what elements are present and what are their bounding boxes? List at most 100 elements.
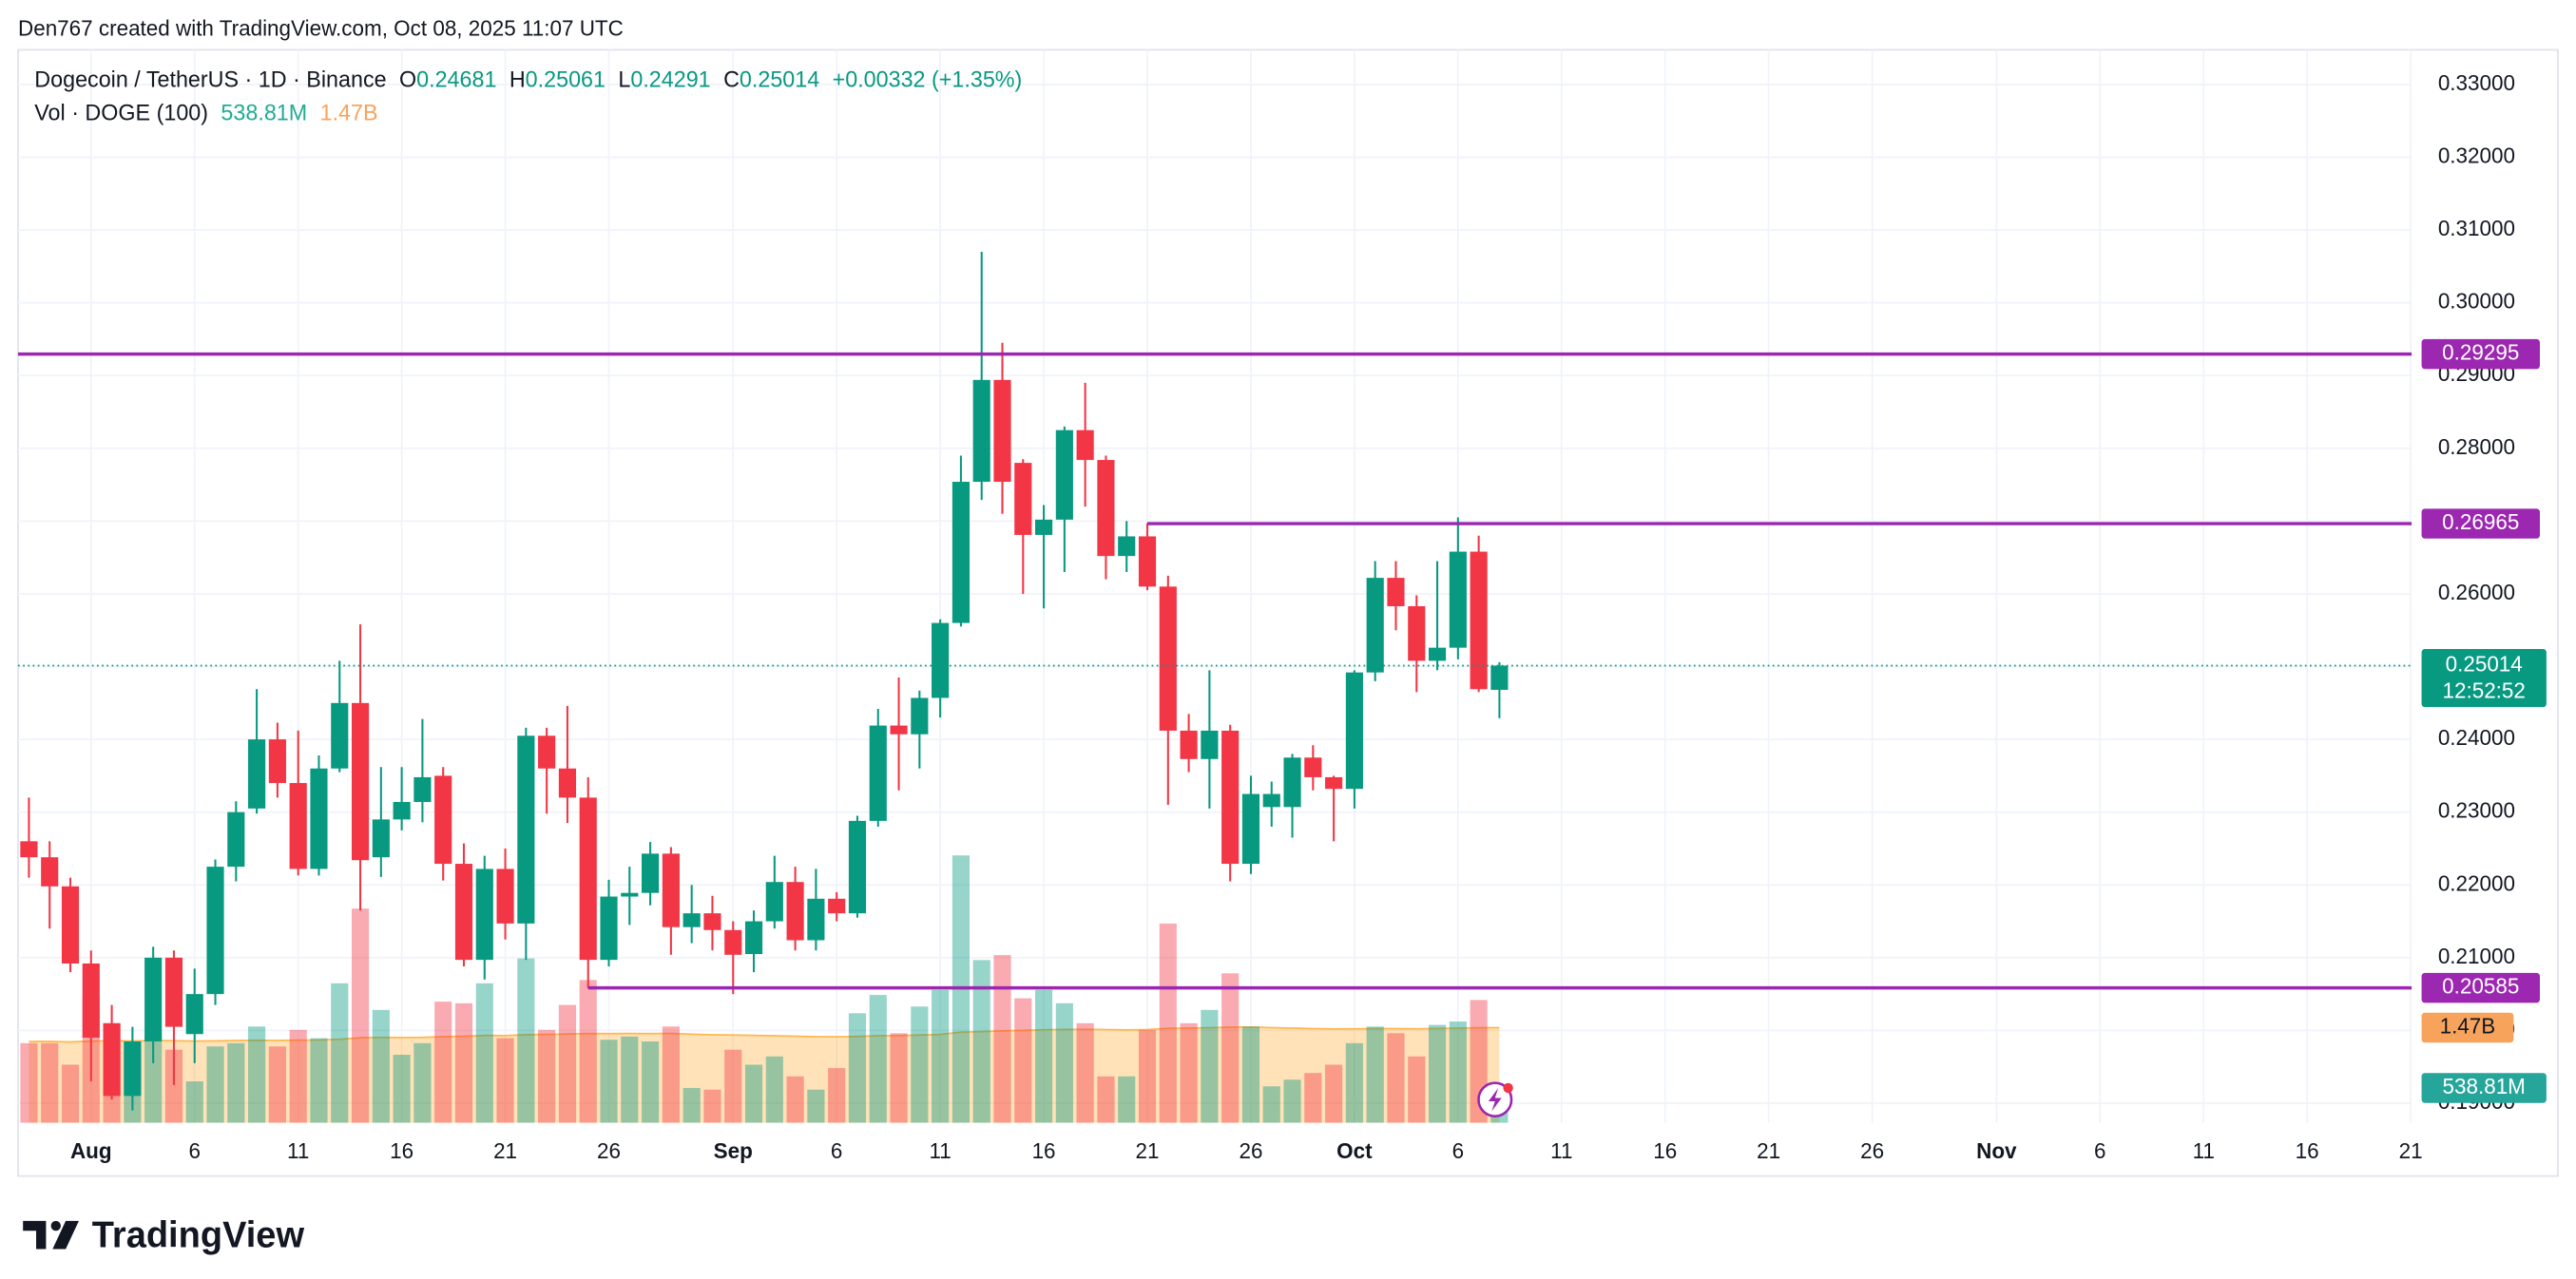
volume-bar (972, 960, 990, 1123)
candle-body (538, 735, 556, 769)
candle-body (1097, 460, 1115, 557)
volume-box (2421, 1073, 2547, 1103)
volume-ma-value: 1.47B (320, 101, 378, 125)
ohlc-letter: H (509, 67, 526, 92)
volume-bar (724, 1049, 742, 1123)
level-label: 0.26965 (2442, 510, 2519, 534)
candle-body (454, 864, 473, 961)
candle-body (972, 379, 990, 483)
volume-bar (1221, 973, 1240, 1123)
volume-bar (372, 1009, 390, 1123)
volume-bar (227, 1042, 245, 1123)
symbol: Dogecoin / TetherUS · 1D · Binance (34, 67, 386, 92)
volume-bar (310, 1038, 328, 1123)
candle-body (807, 898, 825, 941)
volume-ma-label: 1.47B (2440, 1014, 2496, 1038)
candle-body (1034, 519, 1053, 535)
volume-bar (61, 1064, 80, 1123)
candle-body (703, 913, 721, 930)
volume-bar (642, 1041, 660, 1123)
legend-main: Dogecoin / TetherUS · 1D · Binance O0.24… (34, 67, 1022, 92)
volume-bar (517, 958, 535, 1123)
candle-body (744, 921, 763, 955)
volume-bar (828, 1068, 846, 1123)
x-tick-label: 21 (1757, 1139, 1780, 1163)
candle-body (1304, 757, 1322, 777)
chart-frame (17, 48, 2559, 1177)
legend-volume: Vol · DOGE (100) 538.81M 1.47B (34, 101, 377, 125)
volume-ma-area (29, 1026, 1500, 1123)
volume-bar (351, 908, 370, 1123)
volume-bar (289, 1029, 307, 1123)
volume-bar (932, 989, 950, 1123)
candle-body (848, 820, 867, 914)
volume-bar (1366, 1026, 1384, 1123)
level-label-box (2421, 338, 2540, 370)
volume-bar (1159, 923, 1177, 1123)
volume-bar (1345, 1042, 1363, 1123)
countdown: 12:52:52 (2443, 678, 2526, 702)
x-tick-label: 16 (2296, 1139, 2319, 1163)
candle-body (185, 994, 203, 1035)
candle-body (1490, 665, 1509, 690)
volume-bar (869, 995, 887, 1123)
candle-body (1470, 551, 1488, 690)
candle-body (1366, 578, 1384, 673)
candle-body (248, 739, 266, 809)
x-tick-label: 11 (929, 1139, 951, 1163)
y-tick-label: 0.26000 (2438, 581, 2515, 604)
candle-body (1325, 776, 1343, 790)
volume-bar (248, 1026, 266, 1123)
candle-body (206, 867, 224, 995)
candle-body (1408, 605, 1426, 661)
y-tick-label: 0.28000 (2438, 435, 2515, 459)
level-label-box (2421, 972, 2540, 1003)
volume-bar (393, 1054, 411, 1123)
alert-icon[interactable] (1477, 1081, 1513, 1118)
candle-body (20, 841, 38, 858)
ohlc-letter: L (618, 67, 630, 92)
volume-bar (496, 1038, 514, 1123)
volume-bar (848, 1013, 867, 1123)
volume-bar (1428, 1024, 1447, 1123)
candle-body (1387, 578, 1405, 606)
high-value: 0.25061 (526, 67, 606, 92)
y-tick-label: 0.23000 (2438, 799, 2515, 823)
y-tick-label: 0.30000 (2438, 290, 2515, 314)
volume-bar (434, 1002, 452, 1123)
volume-bar (144, 1033, 163, 1123)
volume-bar (331, 983, 349, 1123)
volume-bar (413, 1042, 432, 1123)
candle-body (1055, 430, 1073, 520)
y-tick-label: 0.22000 (2438, 871, 2515, 895)
volume-bar (454, 1002, 473, 1123)
volume-bar (1055, 1002, 1073, 1123)
x-tick-label: 26 (1239, 1139, 1262, 1163)
volume-bar (682, 1087, 701, 1123)
x-tick-label: 21 (493, 1139, 517, 1163)
plot (18, 252, 2413, 1123)
volume-label: 538.81M (2443, 1075, 2526, 1098)
candle-body (1076, 430, 1094, 461)
current-price-box (2421, 648, 2547, 708)
volume-bar (164, 1049, 183, 1123)
candle-body (786, 882, 804, 941)
footer-logo (23, 1220, 79, 1250)
volume-bar (1283, 1079, 1301, 1123)
volume-bar (786, 1076, 804, 1123)
footer-brand: TradingView (92, 1214, 304, 1255)
volume-bar (538, 1029, 556, 1123)
candle-body (1449, 551, 1467, 648)
candle-body (351, 702, 370, 861)
volume-bar (600, 1040, 618, 1123)
candle-body (475, 869, 493, 961)
volume-bar (1325, 1064, 1343, 1123)
current-price-label: 0.25014 (2446, 652, 2523, 676)
volume-bar (703, 1089, 721, 1123)
level-label-box (2421, 508, 2540, 539)
volume-bar (807, 1089, 825, 1123)
x-tick-label: 21 (2399, 1139, 2423, 1163)
candle-body (517, 735, 535, 924)
candle-body (61, 886, 80, 964)
volume-ma-box (2421, 1012, 2514, 1043)
